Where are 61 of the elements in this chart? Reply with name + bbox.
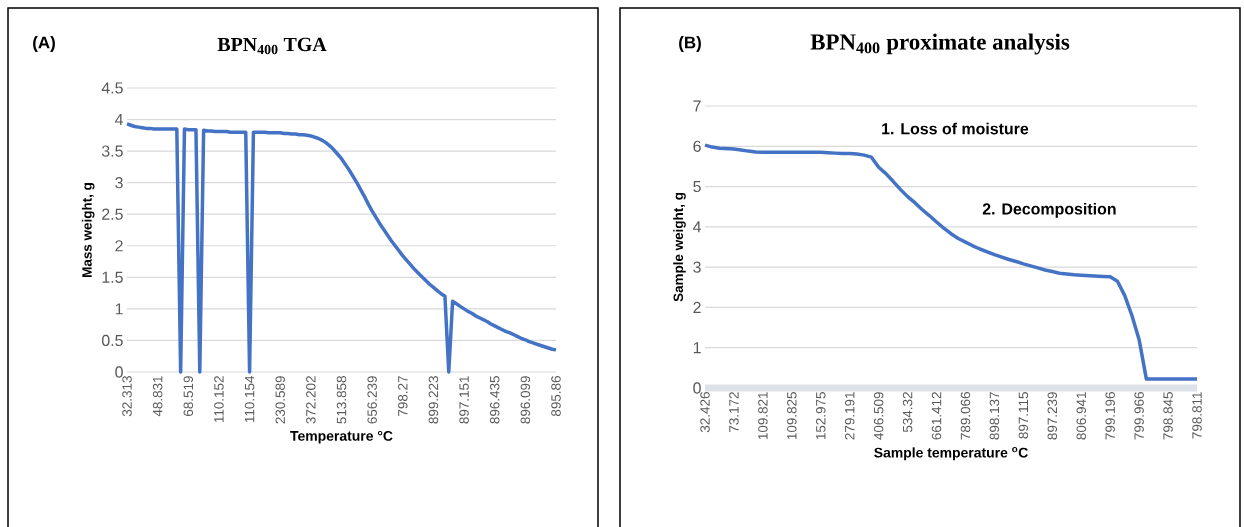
x-tick-label: 897.151 — [459, 376, 469, 424]
x-tick-label: 48.831 — [152, 376, 163, 417]
y-tick-label: 6 — [693, 140, 701, 152]
annotation: 2. Decomposition — [982, 202, 1116, 218]
x-tick-label: 109.825 — [787, 392, 797, 440]
x-axis-title: Temperature °C — [290, 430, 393, 444]
y-tick-label: 0 — [115, 366, 123, 378]
x-tick-label: 372.202 — [306, 376, 316, 424]
x-tick-label: 68.519 — [183, 376, 194, 416]
x-tick-label: 798.27 — [398, 376, 408, 416]
x-tick-label: 799.966 — [1134, 392, 1144, 440]
x-tick-label: 109.821 — [758, 392, 768, 440]
x-tick-label: 110.154 — [244, 375, 255, 423]
x-tick-label: 798.811 — [1192, 392, 1202, 439]
x-tick-label: 32.426 — [700, 392, 710, 433]
x-tick-label: 789.066 — [960, 392, 971, 440]
chart-title: BPN$_{400}$ proximate analysis — [810, 33, 1070, 55]
x-tick-label: 806.941 — [1076, 392, 1086, 440]
x-tick-label: 656.239 — [367, 376, 377, 424]
y-tick-label: 3.5 — [101, 145, 123, 157]
y-tick-label: 4 — [114, 114, 124, 126]
y-axis-title: Sample weight, g — [673, 192, 686, 302]
x-tick-label: 110.152 — [214, 376, 224, 423]
y-tick-label: 1 — [693, 342, 701, 354]
text: (A) — [33, 36, 55, 52]
x-axis-title: Sample temperature $^{o}$C — [874, 446, 1028, 461]
x-tick-label: 661.412 — [931, 392, 942, 440]
x-tick-label: 899.223 — [428, 376, 439, 424]
y-tick-label: 2 — [693, 301, 701, 313]
x-tick-label: 896.099 — [520, 376, 531, 424]
annotation: 1. Loss of moisture — [882, 122, 1029, 135]
x-tick-label: 406.509 — [873, 392, 884, 440]
y-tick-label: 4 — [692, 221, 702, 233]
y-tick-label: 2 — [115, 240, 123, 252]
y-axis-title: Mass weight, g — [81, 183, 95, 277]
x-tick-label: 898.137 — [989, 392, 1000, 440]
y-tick-label: 5 — [693, 181, 701, 193]
y-tick-label: 4.5 — [101, 82, 123, 94]
x-tick-label: 152.975 — [816, 392, 826, 440]
y-tick-label: 7 — [693, 100, 701, 112]
x-tick-label: 799.196 — [1105, 392, 1115, 440]
x-tick-label: 897.115 — [1018, 392, 1029, 439]
x-tick-label: 73.172 — [729, 392, 739, 432]
x-tick-label: 897.239 — [1047, 392, 1058, 440]
x-tick-label: 32.313 — [122, 376, 132, 417]
x-tick-label: 798.845 — [1163, 392, 1173, 440]
chart-title: BPN$_{400}$ TGA — [217, 37, 327, 55]
x-tick-label: 279.191 — [844, 392, 855, 440]
y-tick-label: 1.5 — [102, 271, 123, 283]
y-tick-label: 1 — [115, 303, 123, 315]
x-tick-label: 896.435 — [489, 376, 500, 424]
x-tick-label: 513.858 — [336, 376, 347, 424]
x-tick-label: 230.589 — [275, 376, 285, 424]
y-tick-label: 2.5 — [102, 208, 123, 220]
y-tick-label: 0.5 — [101, 334, 123, 347]
x-tick-label: 895.86 — [551, 376, 561, 417]
y-tick-label: 3 — [115, 177, 123, 189]
text: (B) — [679, 36, 701, 52]
y-tick-label: 3 — [693, 261, 701, 273]
x-tick-label: 534.32 — [902, 392, 913, 433]
y-tick-label: 0 — [693, 382, 701, 394]
